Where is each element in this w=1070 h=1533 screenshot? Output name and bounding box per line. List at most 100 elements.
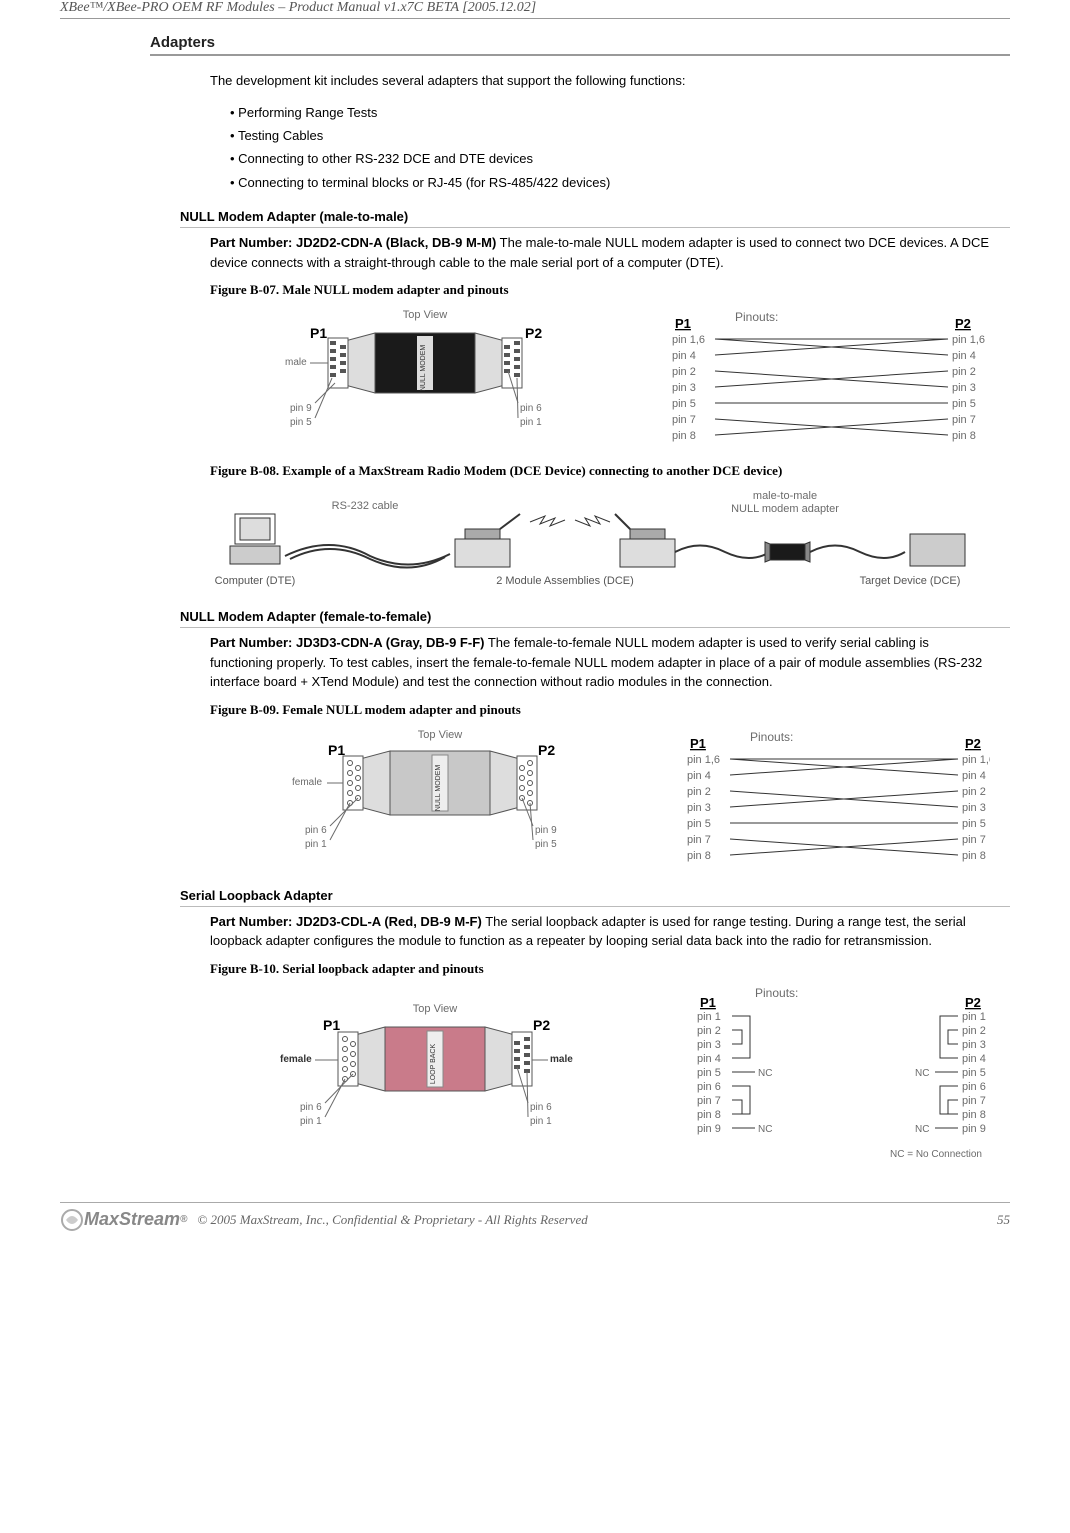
svg-text:pin 1: pin 1 xyxy=(520,417,542,428)
svg-text:pin 8: pin 8 xyxy=(962,850,986,862)
svg-text:female: female xyxy=(292,777,322,788)
logo-text: MaxStream xyxy=(84,1209,180,1230)
null-mm-text: Part Number: JD2D2-CDN-A (Black, DB-9 M-… xyxy=(210,233,990,272)
svg-text:pin 9: pin 9 xyxy=(697,1123,721,1135)
svg-text:pin 8: pin 8 xyxy=(687,850,711,862)
svg-text:pin 3: pin 3 xyxy=(697,1039,721,1051)
svg-text:pin 1,6: pin 1,6 xyxy=(687,754,720,766)
svg-text:pin 5: pin 5 xyxy=(535,839,557,850)
svg-text:pin 1: pin 1 xyxy=(530,1116,552,1127)
page-number: 55 xyxy=(997,1212,1010,1228)
svg-text:pin 8: pin 8 xyxy=(697,1109,721,1121)
svg-text:pin 5: pin 5 xyxy=(290,417,312,428)
svg-text:pin 7: pin 7 xyxy=(962,834,986,846)
svg-text:Target Device (DCE): Target Device (DCE) xyxy=(860,575,961,587)
svg-text:pin 4: pin 4 xyxy=(952,350,976,362)
null-ff-text: Part Number: JD3D3-CDN-A (Gray, DB-9 F-F… xyxy=(210,633,990,692)
svg-text:pin 1,6: pin 1,6 xyxy=(672,334,705,346)
svg-text:pin 5: pin 5 xyxy=(962,1067,986,1079)
svg-text:Pinouts:: Pinouts: xyxy=(735,310,778,324)
svg-text:pin 1: pin 1 xyxy=(962,1011,986,1023)
svg-text:pin 9: pin 9 xyxy=(535,825,557,836)
svg-text:pin 4: pin 4 xyxy=(687,770,711,782)
svg-text:P1: P1 xyxy=(323,1017,340,1033)
svg-text:2 Module Assemblies (DCE): 2 Module Assemblies (DCE) xyxy=(496,575,634,587)
svg-text:pin 5: pin 5 xyxy=(672,398,696,410)
figure-b07: Top View NULL MODEM P1 P2 male pin 9 xyxy=(210,303,990,453)
svg-text:pin 1: pin 1 xyxy=(697,1011,721,1023)
doc-header: XBee™/XBee-PRO OEM RF Modules – Product … xyxy=(60,0,1010,19)
figure-b10: Top View LOOP BACK P1 P2 female male xyxy=(210,982,990,1172)
svg-text:pin 4: pin 4 xyxy=(962,1053,986,1065)
svg-text:Computer (DTE): Computer (DTE) xyxy=(215,575,296,587)
svg-text:pin 9: pin 9 xyxy=(962,1123,986,1135)
svg-text:pin 7: pin 7 xyxy=(952,414,976,426)
footer-copy: © 2005 MaxStream, Inc., Confidential & P… xyxy=(197,1212,997,1228)
svg-text:pin 6: pin 6 xyxy=(520,403,542,414)
null-mm-title: NULL Modem Adapter (male-to-male) xyxy=(180,209,1010,228)
svg-text:P1: P1 xyxy=(310,325,327,341)
svg-text:pin 5: pin 5 xyxy=(697,1067,721,1079)
svg-text:pin 2: pin 2 xyxy=(952,366,976,378)
figure-b07-caption: Figure B-07. Male NULL modem adapter and… xyxy=(210,282,1010,298)
svg-text:Pinouts:: Pinouts: xyxy=(755,986,798,1000)
svg-text:pin 3: pin 3 xyxy=(952,382,976,394)
svg-text:pin 2: pin 2 xyxy=(687,786,711,798)
svg-text:LOOP BACK: LOOP BACK xyxy=(430,1043,437,1084)
svg-text:pin 4: pin 4 xyxy=(962,770,986,782)
svg-text:RS-232 cable: RS-232 cable xyxy=(332,500,399,512)
svg-text:NC: NC xyxy=(758,1124,772,1135)
svg-text:pin 4: pin 4 xyxy=(697,1053,721,1065)
svg-text:pin 6: pin 6 xyxy=(300,1102,322,1113)
svg-text:NC: NC xyxy=(915,1124,929,1135)
svg-text:P2: P2 xyxy=(965,736,981,751)
serial-lb-title: Serial Loopback Adapter xyxy=(180,888,1010,907)
svg-text:NC: NC xyxy=(758,1068,772,1079)
svg-text:P2: P2 xyxy=(955,316,971,331)
svg-text:P1: P1 xyxy=(328,742,345,758)
svg-text:pin 8: pin 8 xyxy=(962,1109,986,1121)
null-ff-title: NULL Modem Adapter (female-to-female) xyxy=(180,609,1010,628)
adapters-heading: Adapters xyxy=(150,34,1010,56)
svg-text:NULL MODEM: NULL MODEM xyxy=(420,345,427,392)
svg-text:Top View: Top View xyxy=(413,1003,457,1015)
svg-text:pin 3: pin 3 xyxy=(962,1039,986,1051)
svg-text:pin 6: pin 6 xyxy=(962,1081,986,1093)
svg-text:pin 6: pin 6 xyxy=(305,825,327,836)
svg-text:pin 6: pin 6 xyxy=(530,1102,552,1113)
svg-text:Pinouts:: Pinouts: xyxy=(750,730,793,744)
svg-text:pin 2: pin 2 xyxy=(962,1025,986,1037)
figure-b09-caption: Figure B-09. Female NULL modem adapter a… xyxy=(210,702,1010,718)
svg-text:NULL modem adapter: NULL modem adapter xyxy=(731,503,839,515)
list-item: Testing Cables xyxy=(230,124,1010,147)
figure-b08: Computer (DTE) RS-232 cable 2 Module Ass… xyxy=(210,484,990,594)
svg-text:NC: NC xyxy=(915,1068,929,1079)
logo: MaxStream® xyxy=(60,1208,187,1232)
svg-text:pin 4: pin 4 xyxy=(672,350,696,362)
svg-text:P2: P2 xyxy=(538,742,555,758)
intro-text: The development kit includes several ada… xyxy=(210,71,990,91)
svg-text:Top View: Top View xyxy=(403,309,447,321)
svg-text:P2: P2 xyxy=(965,995,981,1010)
svg-text:pin 1,6: pin 1,6 xyxy=(962,754,990,766)
svg-text:pin 8: pin 8 xyxy=(672,430,696,442)
svg-text:P2: P2 xyxy=(525,325,542,341)
svg-text:pin 5: pin 5 xyxy=(952,398,976,410)
svg-text:female: female xyxy=(280,1054,312,1065)
svg-text:pin 8: pin 8 xyxy=(952,430,976,442)
svg-text:pin 2: pin 2 xyxy=(697,1025,721,1037)
part-number: Part Number: JD2D3-CDL-A (Red, DB-9 M-F) xyxy=(210,914,482,929)
svg-text:male: male xyxy=(550,1054,573,1065)
list-item: Connecting to terminal blocks or RJ-45 (… xyxy=(230,171,1010,194)
svg-text:P2: P2 xyxy=(533,1017,550,1033)
svg-text:pin 5: pin 5 xyxy=(962,818,986,830)
svg-text:pin 3: pin 3 xyxy=(962,802,986,814)
svg-text:pin 1: pin 1 xyxy=(305,839,327,850)
svg-text:pin 1: pin 1 xyxy=(300,1116,322,1127)
svg-text:P1: P1 xyxy=(690,736,706,751)
list-item: Performing Range Tests xyxy=(230,101,1010,124)
figure-b10-caption: Figure B-10. Serial loopback adapter and… xyxy=(210,961,1010,977)
svg-text:NULL MODEM: NULL MODEM xyxy=(435,764,442,811)
svg-text:NC = No Connection: NC = No Connection xyxy=(890,1149,982,1160)
page-footer: MaxStream® © 2005 MaxStream, Inc., Confi… xyxy=(60,1202,1010,1232)
